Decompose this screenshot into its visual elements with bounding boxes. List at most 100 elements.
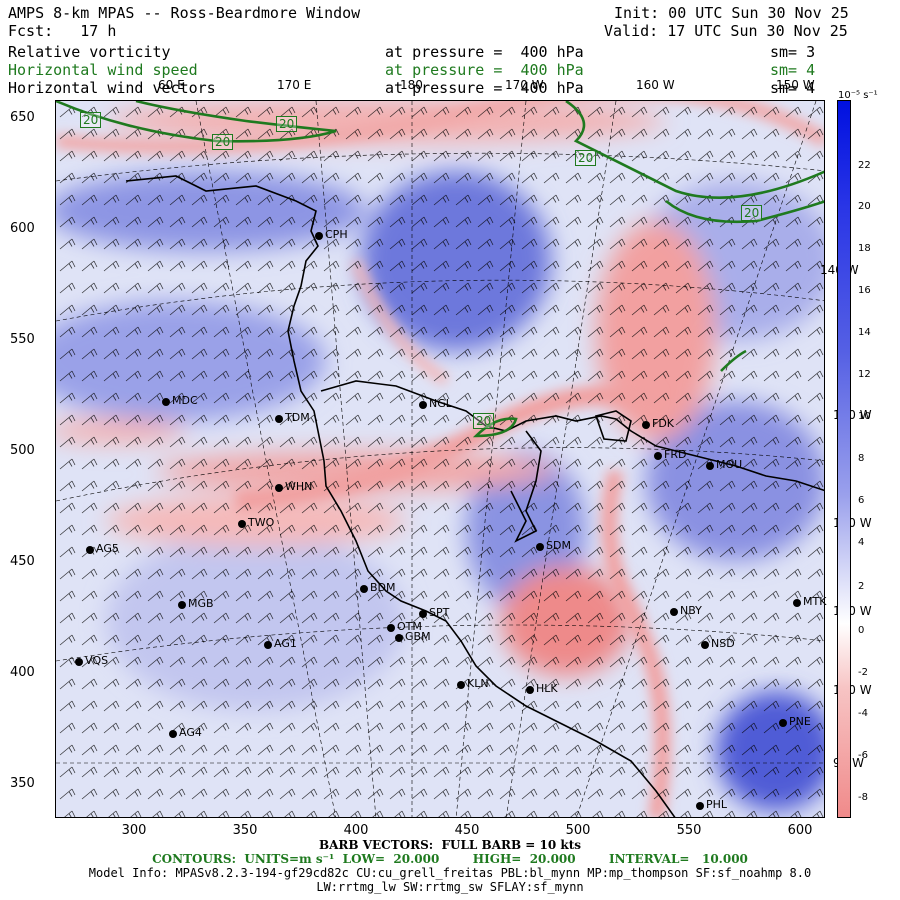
- field-sm-windspeed: sm= 4: [770, 61, 816, 79]
- contour-label: 20: [575, 150, 597, 166]
- station-label: MTK: [803, 595, 827, 608]
- station-label: BDM: [370, 581, 396, 594]
- station-marker[interactable]: [536, 543, 544, 551]
- station-marker[interactable]: [696, 802, 704, 810]
- map-panel[interactable]: [55, 100, 825, 818]
- colorbar-tick-label: 6: [858, 495, 865, 506]
- station-marker[interactable]: [275, 415, 283, 423]
- station-label: TDM: [285, 411, 310, 424]
- lon-label-top: 170 W: [505, 78, 544, 92]
- station-label: MOU: [716, 458, 743, 471]
- station-marker[interactable]: [86, 546, 94, 554]
- lon-label-top: 160 W: [636, 78, 675, 92]
- field-level-windvectors: at pressure = 400 hPa: [385, 79, 584, 97]
- station-label: VQS: [85, 654, 109, 667]
- station-label: FDK: [652, 417, 675, 430]
- map-title: AMPS 8-km MPAS -- Ross-Beardmore Window: [8, 4, 361, 22]
- station-marker[interactable]: [701, 641, 709, 649]
- station-marker[interactable]: [642, 421, 650, 429]
- station-label: CPH: [325, 228, 348, 241]
- station-label: NSD: [711, 637, 735, 650]
- contour-label: 20: [276, 116, 298, 132]
- station-marker[interactable]: [162, 398, 170, 406]
- x-tick-label: 350: [232, 823, 258, 838]
- colorbar-tick-label: 14: [858, 327, 871, 338]
- lon-label-overlay: 60 E: [158, 78, 185, 92]
- station-marker[interactable]: [169, 730, 177, 738]
- colorbar-tick-label: -2: [858, 667, 868, 678]
- wind-barbs: [56, 101, 824, 817]
- station-marker[interactable]: [793, 599, 801, 607]
- y-tick-label: 400: [10, 665, 35, 680]
- field-level-vorticity: at pressure = 400 hPa: [385, 43, 584, 61]
- contour-label: 20: [473, 413, 495, 429]
- y-tick-label: 650: [10, 110, 35, 125]
- station-label: NGL: [429, 397, 452, 410]
- lon-label-top: 150 W: [776, 78, 815, 92]
- station-marker[interactable]: [395, 634, 403, 642]
- station-label: FRD: [664, 448, 687, 461]
- colorbar-unit: 10⁻⁵ s⁻¹: [838, 90, 878, 101]
- colorbar-tick-label: 18: [858, 243, 871, 254]
- contour-label: 20: [741, 205, 763, 221]
- x-tick-label: 500: [565, 823, 591, 838]
- colorbar-tick-label: 12: [858, 369, 871, 380]
- station-marker[interactable]: [654, 452, 662, 460]
- station-label: AG5: [96, 542, 119, 555]
- field-level-windspeed: at pressure = 400 hPa: [385, 61, 584, 79]
- colorbar-tick-label: -8: [858, 792, 868, 803]
- station-label: OTM: [397, 620, 422, 633]
- station-label: GBM: [405, 630, 431, 643]
- map-canvas: [56, 101, 824, 817]
- station-marker[interactable]: [387, 624, 395, 632]
- model-info-physics: LW:rrtmg_lw SW:rrtmg_sw SFLAY:sf_mynn: [316, 880, 584, 894]
- station-label: KLN: [467, 677, 489, 690]
- y-tick-label: 550: [10, 332, 35, 347]
- station-marker[interactable]: [457, 681, 465, 689]
- station-marker[interactable]: [264, 641, 272, 649]
- station-marker[interactable]: [419, 401, 427, 409]
- colorbar-tick-label: 22: [858, 160, 871, 171]
- station-marker[interactable]: [779, 719, 787, 727]
- forecast-hour: Fcst: 17 h: [8, 22, 117, 40]
- init-time: Init: 00 UTC Sun 30 Nov 25: [614, 4, 849, 22]
- field-sm-vorticity: sm= 3: [770, 43, 816, 61]
- field-sm-windvectors: sm= 4: [770, 79, 816, 97]
- station-marker[interactable]: [75, 658, 83, 666]
- station-label: NBY: [680, 604, 702, 617]
- station-marker[interactable]: [238, 520, 246, 528]
- station-label: WHN: [285, 480, 313, 493]
- station-marker[interactable]: [275, 484, 283, 492]
- field-name-windvectors: Horizontal wind vectors: [8, 79, 216, 97]
- station-marker[interactable]: [670, 608, 678, 616]
- colorbar-tick-label: 0: [858, 625, 865, 636]
- station-marker[interactable]: [360, 585, 368, 593]
- lon-label-top: 170 E: [277, 78, 312, 92]
- model-info: Model Info: MPASv8.2.3-194-gf29cd82c CU:…: [88, 866, 812, 880]
- wind-speed-contours: [56, 101, 824, 438]
- contour-legend: CONTOURS: UNITS=m s⁻¹ LOW= 20.000 HIGH= …: [152, 852, 748, 866]
- y-tick-label: 350: [10, 776, 35, 791]
- y-tick-label: 600: [10, 221, 35, 236]
- y-tick-label: 500: [10, 443, 35, 458]
- station-marker[interactable]: [706, 462, 714, 470]
- station-label: PHL: [706, 798, 728, 811]
- coastline: [125, 175, 824, 817]
- colorbar-tick-label: 16: [858, 285, 871, 296]
- colorbar-tick-label: 20: [858, 201, 871, 212]
- station-label: MDC: [172, 394, 198, 407]
- station-label: SDM: [546, 539, 571, 552]
- station-marker[interactable]: [178, 601, 186, 609]
- contour-label: 20: [80, 112, 102, 128]
- colorbar-tick-label: 10: [858, 411, 871, 422]
- station-label: HLK: [536, 682, 558, 695]
- lon-label-top: 180: [400, 78, 423, 92]
- colorbar-tick-label: -4: [858, 708, 868, 719]
- station-label: SPT: [429, 606, 450, 619]
- colorbar-tick-label: 2: [858, 581, 865, 592]
- station-marker[interactable]: [419, 610, 427, 618]
- station-marker[interactable]: [315, 232, 323, 240]
- colorbar-tick-label: -6: [858, 750, 868, 761]
- colorbar-tick-label: 4: [858, 537, 865, 548]
- station-marker[interactable]: [526, 686, 534, 694]
